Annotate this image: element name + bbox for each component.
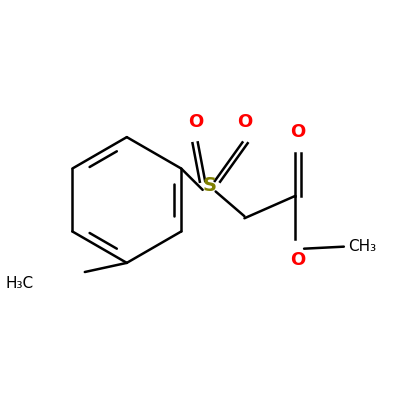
Text: O: O — [188, 113, 203, 131]
Text: O: O — [290, 123, 306, 141]
Text: O: O — [290, 251, 306, 269]
Text: S: S — [203, 176, 217, 195]
Text: O: O — [237, 113, 252, 131]
Text: H₃C: H₃C — [5, 276, 34, 291]
Text: CH₃: CH₃ — [348, 239, 376, 254]
